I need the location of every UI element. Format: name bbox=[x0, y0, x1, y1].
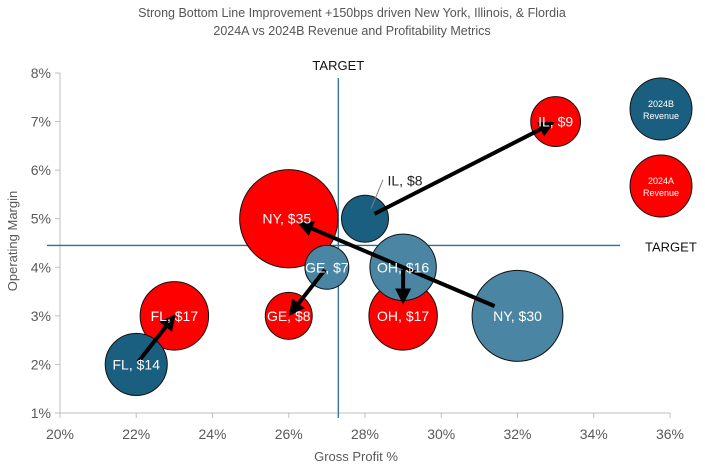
x-tick-label: 34% bbox=[580, 426, 608, 442]
bubble-fl-2024b bbox=[104, 332, 168, 396]
legend-label-line1: 2024A bbox=[648, 176, 674, 186]
legend-label-line1: 2024B bbox=[648, 99, 674, 109]
arrow-ge bbox=[288, 268, 327, 316]
chart-subtitle: 2024A vs 2024B Revenue and Profitability… bbox=[213, 24, 490, 38]
x-tick-label: 20% bbox=[46, 426, 74, 442]
target-label-horizontal: TARGET bbox=[645, 239, 697, 254]
bubble-label-il-2024a: IL, $9 bbox=[538, 114, 573, 130]
x-axis-label: Gross Profit % bbox=[314, 449, 398, 464]
bubble-labels: FL, $14 GE, $7 IL, $8 OH, $16 NY, $30 FL, $17… bbox=[113, 114, 574, 373]
bubble-il-2024b bbox=[341, 194, 389, 243]
y-axis-label: Operating Margin bbox=[5, 191, 20, 291]
bubble-label-il-2024b: IL, $8 bbox=[387, 173, 422, 189]
x-tick-label: 26% bbox=[275, 426, 303, 442]
bubble-label-fl-2024a: FL, $17 bbox=[151, 308, 199, 324]
target-label-vertical: TARGET bbox=[312, 58, 364, 73]
bubble-label-oh-2024b: OH, $16 bbox=[377, 259, 429, 275]
x-tick-label: 22% bbox=[122, 426, 150, 442]
arrow-ny bbox=[297, 221, 496, 308]
bubble-label-ny-2024a: NY, $35 bbox=[262, 211, 311, 227]
arrow-il bbox=[373, 121, 555, 216]
leader-line-il bbox=[370, 179, 384, 209]
axes: 20% 22% 24% 26% 28% 30% 32% 34% 36% 1% 2% 3% 4% 5% 6% 7… bbox=[31, 65, 684, 442]
legend-label-line2: Revenue bbox=[643, 188, 679, 198]
bubble-label-ge-2024a: GE, $8 bbox=[267, 308, 311, 324]
x-tick-label: 30% bbox=[427, 426, 455, 442]
x-tick-label: 28% bbox=[351, 426, 379, 442]
legend-bubble-2024a bbox=[629, 154, 693, 218]
y-tick-label: 3% bbox=[31, 308, 51, 324]
arrows bbox=[136, 121, 555, 364]
y-tick-label: 8% bbox=[31, 65, 51, 81]
bubble-label-oh-2024a: OH, $17 bbox=[377, 308, 429, 324]
y-tick-label: 2% bbox=[31, 356, 51, 372]
legend-label-line2: Revenue bbox=[643, 111, 679, 121]
y-tick-label: 6% bbox=[31, 162, 51, 178]
arrow-fl bbox=[136, 314, 176, 364]
y-tick-label: 7% bbox=[31, 114, 51, 130]
y-tick-label: 1% bbox=[31, 405, 51, 421]
chart-title: Strong Bottom Line Improvement +150bps d… bbox=[138, 6, 566, 20]
legend-bubble-2024b bbox=[629, 77, 693, 141]
x-tick-label: 32% bbox=[503, 426, 531, 442]
bubble-ny-2024a bbox=[239, 169, 339, 269]
bubble-ny-2024b bbox=[471, 269, 564, 362]
bubble-label-ge-2024b: GE, $7 bbox=[305, 259, 349, 275]
x-tick-label: 36% bbox=[656, 426, 684, 442]
y-tick-label: 5% bbox=[31, 211, 51, 227]
legend: 2024B Revenue 2024A Revenue bbox=[629, 77, 693, 218]
y-tick-label: 4% bbox=[31, 259, 51, 275]
x-tick-label: 24% bbox=[198, 426, 226, 442]
bubble-label-fl-2024b: FL, $14 bbox=[113, 356, 161, 372]
bubble-label-ny-2024b: NY, $30 bbox=[493, 308, 542, 324]
